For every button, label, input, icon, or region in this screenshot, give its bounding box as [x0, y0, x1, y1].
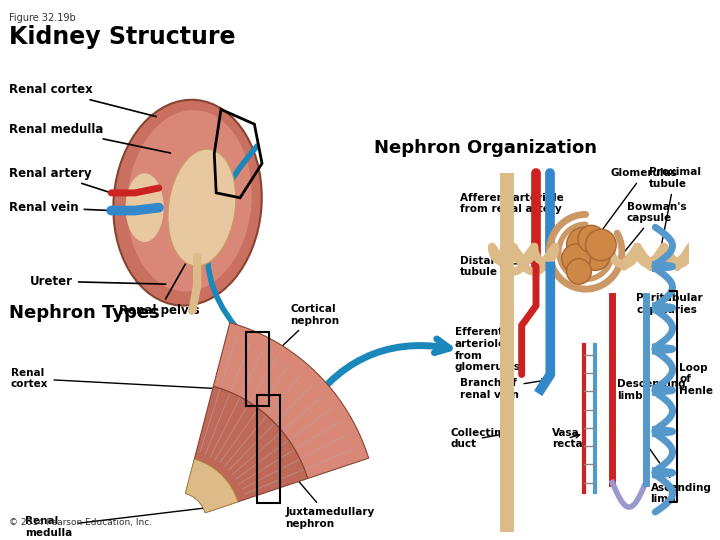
Text: Loop
of
Henle: Loop of Henle: [679, 363, 714, 396]
Text: Bowman's
capsule: Bowman's capsule: [615, 202, 686, 263]
Polygon shape: [186, 459, 238, 513]
Text: Collecting
duct: Collecting duct: [450, 428, 509, 449]
Circle shape: [567, 259, 591, 284]
Text: Renal
medulla: Renal medulla: [25, 508, 210, 537]
Text: Branch of
renal vein: Branch of renal vein: [459, 379, 546, 400]
Text: Distal
tubule: Distal tubule: [459, 256, 541, 278]
Polygon shape: [186, 387, 307, 513]
Text: © 2014 Pearson Education, Inc.: © 2014 Pearson Education, Inc.: [9, 518, 152, 526]
Ellipse shape: [113, 100, 262, 306]
Polygon shape: [213, 323, 369, 478]
Text: Renal artery: Renal artery: [9, 167, 109, 192]
Text: Renal cortex: Renal cortex: [9, 83, 156, 117]
Text: Nephron Types: Nephron Types: [9, 304, 160, 322]
Text: Descending
limb: Descending limb: [613, 380, 685, 401]
Text: Efferent
arteriole
from
glomerulus: Efferent arteriole from glomerulus: [455, 327, 521, 372]
Text: Ureter: Ureter: [30, 275, 166, 288]
Text: Nephron Organization: Nephron Organization: [374, 139, 597, 157]
Text: Renal
cortex: Renal cortex: [11, 368, 212, 389]
Text: Juxtamedullary
nephron: Juxtamedullary nephron: [282, 461, 374, 529]
Text: Renal pelvis: Renal pelvis: [119, 254, 199, 317]
Circle shape: [578, 225, 605, 253]
Text: Ascending
limb: Ascending limb: [647, 446, 711, 504]
Ellipse shape: [125, 173, 163, 242]
Text: Renal medulla: Renal medulla: [9, 123, 171, 153]
Circle shape: [562, 244, 590, 273]
Text: Proximal
tubule: Proximal tubule: [649, 167, 701, 249]
Text: Kidney Structure: Kidney Structure: [9, 25, 235, 49]
Circle shape: [567, 227, 601, 262]
Text: Glomerulus: Glomerulus: [596, 168, 678, 239]
Text: Peritubular
capillaries: Peritubular capillaries: [636, 293, 703, 315]
Circle shape: [580, 239, 611, 271]
Ellipse shape: [127, 110, 252, 292]
Text: Cortical
nephron: Cortical nephron: [271, 304, 340, 357]
Text: Vasa
recta: Vasa recta: [552, 428, 583, 449]
Ellipse shape: [168, 149, 236, 266]
Text: Renal vein: Renal vein: [9, 201, 109, 214]
Text: Afferent arteriole
from renal artery: Afferent arteriole from renal artery: [459, 193, 563, 214]
Text: Figure 32.19b: Figure 32.19b: [9, 13, 76, 23]
Circle shape: [585, 229, 616, 261]
